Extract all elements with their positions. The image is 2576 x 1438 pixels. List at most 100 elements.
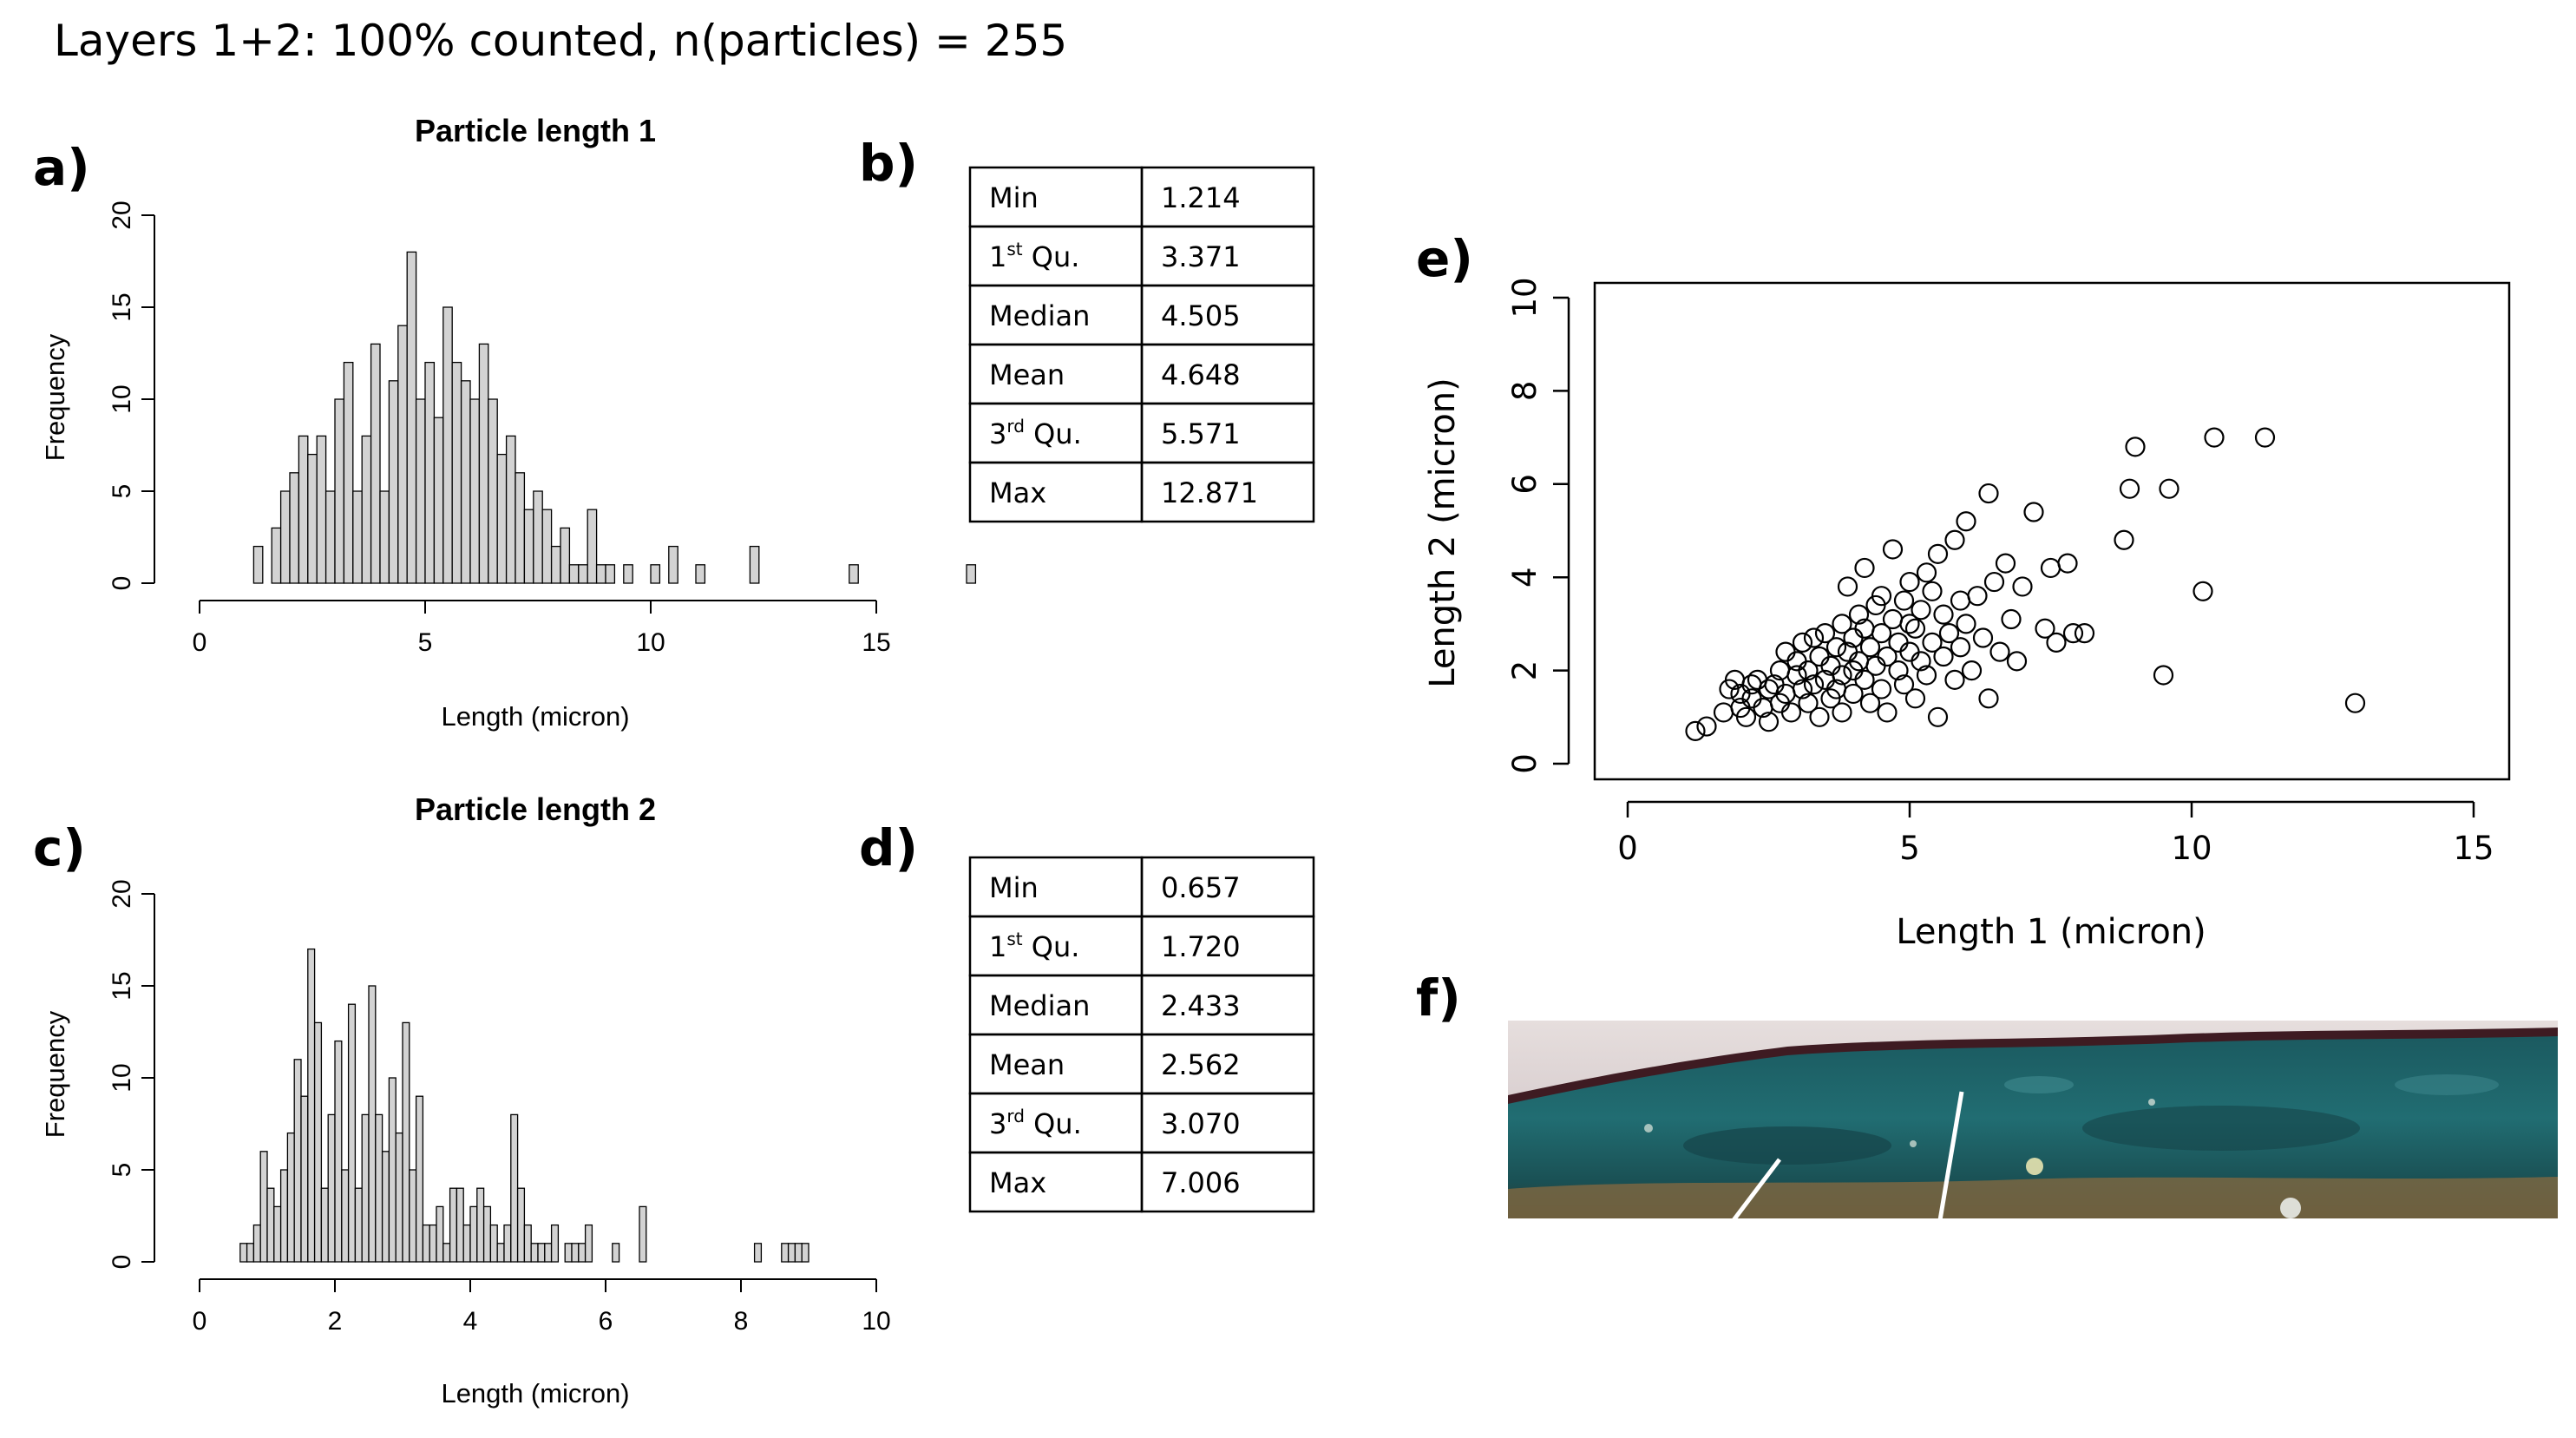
histogram-bar (462, 1224, 471, 1263)
scatter-point (2125, 437, 2146, 457)
table-row: 3rd Qu. 3.070 (968, 1092, 1315, 1154)
scatter-point (2074, 623, 2095, 644)
scatter-point (1956, 614, 1976, 634)
histogram-bar (341, 1169, 350, 1263)
stat-label: 1st Qu. (989, 239, 1079, 273)
histogram-bar (533, 490, 543, 584)
histogram-bar (324, 490, 336, 584)
scatter-point (1933, 604, 1954, 625)
histogram-bar (307, 948, 316, 1263)
histogram-bar (352, 490, 363, 584)
x-tick-label: 0 (193, 628, 207, 657)
scatter-point (1871, 679, 1892, 699)
y-tick-label: 10 (108, 384, 136, 413)
scatter-point (1865, 655, 1886, 676)
page-title: Layers 1+2: 100% counted, n(particles) =… (54, 16, 1067, 66)
scatter-point (2046, 632, 2067, 653)
histogram-bar (456, 1187, 464, 1263)
histogram-bar (488, 398, 498, 584)
histogram-bar (388, 1077, 397, 1263)
scatter-point (1983, 571, 2005, 593)
scatter-point (1995, 553, 2016, 574)
scatter-point (1877, 646, 1898, 667)
histogram-bar (298, 435, 309, 584)
scatter-point (1899, 641, 1920, 662)
histogram-title: Particle length 1 (415, 113, 656, 148)
x-tick-label: 15 (862, 628, 890, 657)
stat-value: 3.070 (1161, 1107, 1241, 1140)
scatter-point (1859, 637, 1881, 658)
stat-value: 2.433 (1161, 989, 1241, 1022)
x-tick-label: 2 (328, 1307, 343, 1336)
scatter-point (1944, 529, 1965, 550)
histogram-bar (289, 472, 300, 584)
histogram-bar (316, 435, 327, 584)
histogram-bar (409, 1169, 417, 1263)
stats-table-length-2: Min 0.657 1st Qu. 1.720 Median 2.433 Mean 2.562… (968, 856, 1315, 1213)
histogram-bar (469, 398, 481, 584)
stat-value: 7.006 (1161, 1166, 1241, 1199)
stat-label: 3rd Qu. (989, 416, 1082, 450)
scatter-point (1899, 571, 1920, 593)
histogram-bar (327, 1113, 336, 1263)
histogram-bar (515, 472, 526, 584)
scatter-point (1877, 702, 1898, 723)
histogram-bar (361, 1113, 370, 1263)
scatter-point (1825, 637, 1847, 658)
stat-label: 3rd Qu. (989, 1106, 1082, 1140)
histogram-bar (595, 564, 606, 584)
table-row: 3rd Qu. 5.571 (968, 402, 1315, 464)
histogram-bar (402, 1021, 410, 1263)
histogram-bar (564, 1243, 573, 1263)
histogram-bar (849, 564, 859, 584)
scatter-point (1989, 641, 2010, 662)
histogram-length-1: Particle length 1 Length (micron) Freque… (40, 113, 977, 732)
stats-table-length-1: Min 1.214 1st Qu. 3.371 Median 4.505 Mean 4.648… (968, 166, 1315, 523)
histogram-bar (334, 1040, 343, 1263)
measurement-line (1732, 1158, 1781, 1218)
histogram-length-2: Particle length 2 Length (micron) Freque… (40, 791, 891, 1408)
scatter-point (1803, 674, 1825, 695)
x-tick-label: 10 (636, 628, 665, 657)
histogram-bar (478, 343, 489, 584)
histogram-bar (530, 1243, 539, 1263)
histogram-bar (523, 1224, 532, 1263)
y-tick-label: 5 (108, 1163, 136, 1178)
scatter-point (1882, 539, 1904, 560)
histogram-bar (523, 509, 534, 584)
stat-value: 0.657 (1161, 871, 1241, 904)
scatter-point (1956, 511, 1976, 532)
panel-label-c: c) (33, 818, 86, 877)
histogram-bar (433, 417, 444, 584)
scatter-point (1922, 581, 1943, 601)
scatter-point (1832, 702, 1852, 723)
scatter-point (1933, 646, 1954, 667)
histogram-bar (415, 398, 426, 584)
histogram-bar (286, 1132, 295, 1263)
histogram-bar (639, 1205, 647, 1263)
histogram-title: Particle length 2 (415, 791, 656, 827)
scatter-point (1888, 632, 1909, 653)
histogram-bar (313, 1021, 323, 1263)
scatter-point (1798, 660, 1819, 681)
y-tick-label: 10 (1506, 277, 1544, 318)
x-tick-label: 10 (2171, 830, 2212, 867)
scatter-point (1792, 679, 1813, 699)
histogram-bar (695, 564, 706, 584)
histogram-bar (395, 1132, 403, 1263)
scatter-point (1893, 590, 1915, 611)
histogram-bar (571, 1243, 580, 1263)
histogram-bar (966, 564, 977, 584)
stat-label: Median (989, 989, 1090, 1022)
scatter-point (1961, 660, 1983, 681)
stat-label: Min (989, 871, 1039, 904)
y-tick-label: 15 (108, 292, 136, 321)
scatter-point (2057, 553, 2078, 574)
stat-value: 3.371 (1161, 240, 1241, 273)
scatter-point (2001, 608, 2022, 630)
scatter-point (1843, 683, 1864, 705)
scatter-point (1904, 688, 1926, 709)
histogram-bar (449, 1187, 458, 1263)
histogram-bar (415, 1095, 424, 1263)
histogram-bar (397, 325, 408, 584)
